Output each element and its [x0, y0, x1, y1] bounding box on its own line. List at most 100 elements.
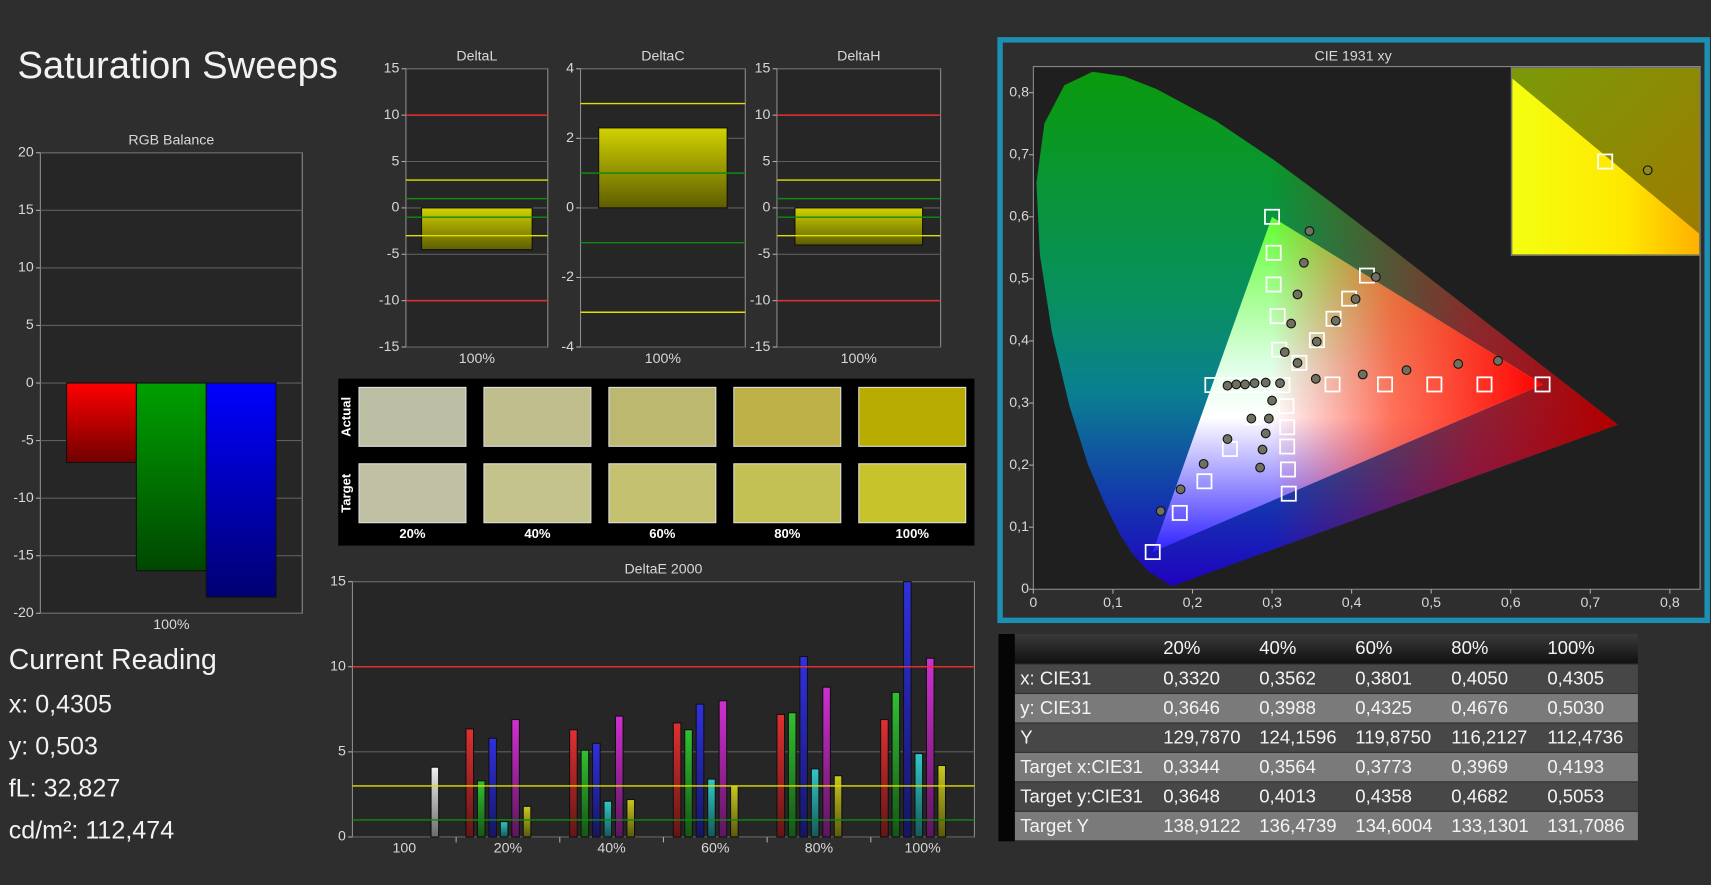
y-tick-label: 5	[391, 153, 399, 169]
table-row	[1014, 811, 1638, 841]
swatch	[858, 386, 967, 447]
target-point	[1279, 419, 1296, 436]
x-tick-label: 0,3	[1262, 595, 1282, 611]
bar	[591, 742, 601, 838]
measured-point	[1370, 272, 1381, 282]
bar	[902, 581, 912, 838]
bar	[799, 655, 809, 838]
table-row	[1014, 664, 1638, 693]
table-row-marker	[998, 634, 1015, 842]
plot-area	[351, 581, 975, 838]
table-row	[1014, 782, 1638, 811]
target-point	[1264, 208, 1281, 225]
chart-title: DeltaC	[641, 49, 684, 65]
swatch-row-label: Target	[338, 473, 353, 513]
y-tick-label: 15	[330, 573, 346, 589]
measured-point	[1311, 336, 1322, 347]
y-tick-label: 10	[755, 107, 771, 123]
bar	[880, 718, 889, 838]
x-tick-label: 0,1	[1103, 595, 1123, 611]
y-tick-label: 0,8	[1009, 84, 1029, 100]
target-point	[1265, 244, 1282, 261]
table-cell: 0,4013	[1259, 786, 1316, 807]
y-tick-label: 0	[391, 200, 399, 216]
y-tick-label: 5	[26, 317, 34, 333]
table-cell: x: CIE31	[1020, 668, 1091, 689]
target-point	[1325, 310, 1342, 327]
target-point	[1279, 461, 1296, 478]
y-tick-label: 20	[18, 145, 34, 161]
table-header-cell: 20%	[1163, 637, 1200, 658]
measured-point	[1249, 378, 1260, 389]
x-tick-label: 100	[392, 841, 416, 857]
table-row	[1014, 723, 1638, 752]
chart-title: CIE 1931 xy	[1314, 49, 1392, 65]
y-tick-label: 0,5	[1009, 271, 1029, 287]
bar	[580, 749, 590, 838]
measured-point	[1240, 379, 1250, 390]
x-tick-label: 20%	[494, 841, 523, 857]
bar	[465, 728, 475, 838]
table-cell: 0,3344	[1163, 756, 1220, 777]
swatch	[858, 463, 967, 524]
bar	[822, 686, 831, 838]
swatch-row-label: Actual	[338, 397, 353, 437]
y-tick-label: 0,3	[1009, 395, 1029, 411]
table-row	[1014, 694, 1638, 723]
bar	[891, 691, 901, 838]
bar	[672, 722, 682, 838]
target-point	[1144, 544, 1161, 560]
measured-point	[1257, 444, 1268, 455]
table-cell: 0,3648	[1163, 786, 1220, 807]
bar	[420, 207, 533, 251]
swatch	[358, 463, 467, 524]
bar	[776, 713, 786, 838]
table-cell: Target x:CIE31	[1020, 756, 1143, 777]
bar	[626, 798, 636, 838]
x-tick-label: 0,8	[1660, 595, 1680, 611]
table-cell: 138,9122	[1163, 815, 1240, 836]
bar	[511, 718, 520, 838]
bar	[205, 382, 277, 598]
target-point	[1269, 308, 1286, 325]
table-cell: 116,2127	[1451, 727, 1527, 748]
x-tick-label: 100%	[459, 351, 496, 367]
y-tick-label: -5	[758, 246, 771, 262]
y-tick-label: -5	[21, 432, 34, 448]
bar	[730, 785, 739, 838]
chart-title: DeltaH	[837, 49, 880, 65]
measured-point	[1453, 359, 1464, 369]
bar	[430, 766, 440, 838]
table-cell: 0,3562	[1259, 668, 1316, 689]
target-point	[1280, 485, 1297, 502]
y-tick-label: 0	[762, 200, 770, 216]
measured-point	[1286, 318, 1297, 329]
table-cell: 129,7870	[1163, 727, 1240, 748]
measured-point	[1304, 226, 1315, 236]
bar	[488, 737, 498, 838]
measured-point	[1267, 395, 1277, 406]
y-tick-label: -15	[750, 339, 771, 355]
table-cell: Target Y	[1020, 815, 1089, 836]
y-tick-label: 15	[18, 202, 34, 218]
table-cell: 0,4305	[1547, 668, 1604, 689]
measured-point	[1292, 358, 1303, 368]
inset-gamut	[1512, 78, 1699, 255]
y-tick-label: 4	[566, 61, 574, 77]
bar	[684, 729, 693, 838]
bar	[937, 764, 947, 838]
gamut-triangle-red	[1152, 216, 1543, 553]
table-cell: 119,8750	[1355, 727, 1431, 748]
chart-title: RGB Balance	[128, 133, 214, 149]
table-cell: 0,3320	[1163, 668, 1220, 689]
table-cell: 133,1301	[1451, 815, 1528, 836]
y-tick-label: 0,2	[1009, 457, 1029, 473]
table-cell: y: CIE31	[1020, 697, 1091, 718]
page-title: Saturation Sweeps	[17, 44, 338, 87]
measured-point	[1298, 257, 1309, 268]
measured-point	[1231, 379, 1242, 390]
table-cell: 124,1596	[1259, 727, 1336, 748]
table-cell: 136,4739	[1259, 815, 1336, 836]
